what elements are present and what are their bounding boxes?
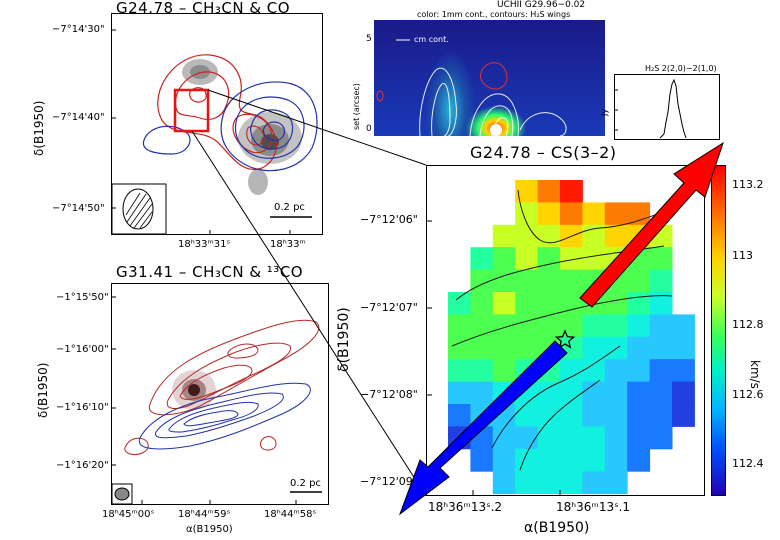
panel-c-ytick: 0 [366,124,372,134]
colorbar-tick: 112.4 [732,457,764,470]
panel-a-title: G24.78 – CH₃CN & CO [116,0,291,17]
colorbar-tick: 112.6 [732,388,764,401]
panel-b-ra-tick: 18ʰ45ᵐ00ˢ [102,509,155,520]
panel-b-dec-tick: −1°16'20" [56,460,109,471]
panel-d-ylabel: Jy [600,108,609,116]
panel-b-dec-tick: −1°16'00" [56,344,109,355]
colorbar-tick: 112.8 [732,318,764,331]
panel-c-subtitle: color: 1mm cont., contours: H₂S wings [417,10,571,19]
colorbar-tick: 113.2 [732,178,764,191]
panel-b-ylabel: δ(B1950) [36,362,50,418]
panel-a-ra-tick: 18ʰ33ᵐ [270,239,306,250]
panel-b-title: G31.41 – CH₃CN & ¹³CO [116,263,304,281]
panel-a-ra-tick: 18ʰ33ᵐ31ˢ [178,239,231,250]
panel-b-ra-tick: 18ʰ44ᵐ59ˢ [178,509,231,520]
panel-a-dec-tick: −7°14'40" [52,112,105,123]
panel-e-ra-tick: 18ʰ36ᵐ13ˢ.1 [556,500,631,514]
panel-b-frame [111,283,329,505]
panel-e-ylabel: δ(B1950) [336,307,352,372]
panel-b-dec-tick: −1°16'10" [56,402,109,413]
panel-e-dec-tick: −7°12'07" [360,301,418,314]
panel-a-dec-tick: −7°14'50" [52,203,105,214]
panel-c-ylabel: set (arcsec) [352,83,361,130]
panel-b-ra-tick: 18ʰ44ᵐ58ˢ [264,509,317,520]
panel-e-frame [426,165,705,496]
panel-c-title: UCHII G29.96−0.02 [497,0,586,10]
colorbar-tick: 113 [732,249,753,262]
panel-b-dec-tick: −1°15'50" [56,292,109,303]
panel-d-frame [614,74,720,140]
panel-e-ra-tick: 18ʰ36ᵐ13ˢ.2 [428,500,503,514]
panel-c-ytick: 5 [366,34,372,44]
colorbar-unit: km/s [748,360,762,389]
panel-d-title: H₂S 2(2,0)−2(1,0) [645,64,717,73]
panel-b-scalebar-label: 0.2 pc [290,478,321,489]
panel-a-dec-tick: −7°14'30" [52,24,105,35]
panel-c-image [374,20,605,136]
panel-e-dec-tick: −7°12'09" [360,475,418,488]
panel-c-legend: cm cont. [414,35,449,44]
panel-e-xlabel: α(B1950) [524,520,590,536]
panel-a-scalebar-label: 0.2 pc [274,202,305,213]
panel-e-dec-tick: −7°12'06" [360,213,418,226]
panel-a-ylabel: δ(B1950) [32,100,46,156]
panel-e-dec-tick: −7°12'08" [360,388,418,401]
panel-e-title: G24.78 – CS(3–2) [470,143,617,162]
panel-e-colorbar [711,165,726,496]
panel-b-xlabel: α(B1950) [186,524,233,535]
